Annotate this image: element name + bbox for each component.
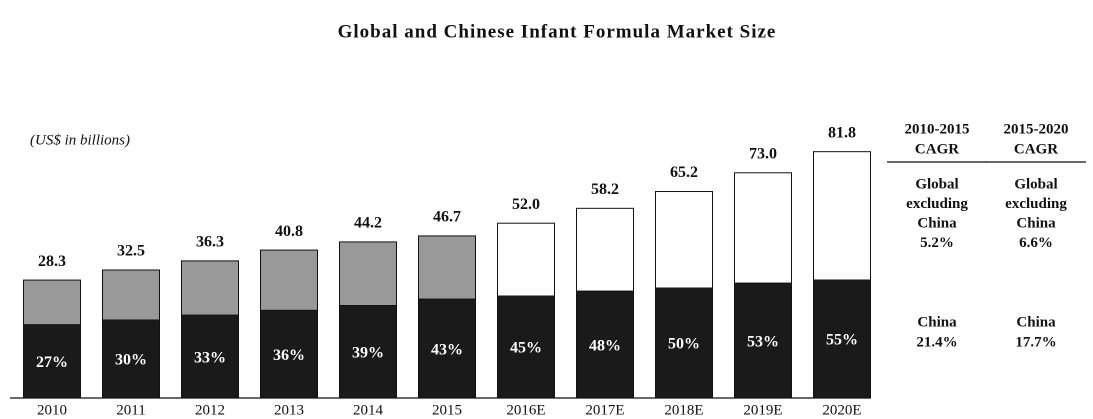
cagr-header: CAGR	[1014, 141, 1058, 157]
cagr-global: China	[917, 215, 957, 231]
bar-rest	[813, 151, 871, 281]
share-label: 33%	[194, 349, 226, 366]
bar-rest	[734, 172, 792, 284]
bar-china	[734, 282, 792, 399]
bar-china	[576, 290, 634, 399]
share-label: 55%	[826, 332, 858, 349]
share-label: 43%	[431, 341, 463, 358]
bar-china	[418, 298, 476, 399]
total-label: 81.8	[828, 124, 856, 141]
cagr-global: excluding	[906, 196, 968, 212]
bar-china	[655, 287, 713, 399]
bar-china	[260, 309, 318, 399]
share-label: 48%	[589, 337, 621, 354]
bar-china	[181, 314, 239, 399]
bar-rest	[418, 235, 476, 300]
bar-rest	[576, 207, 634, 292]
x-tick-label: 2010	[37, 402, 67, 418]
cagr-header: 2010-2015	[905, 121, 970, 137]
cagr-header: 2015-2020	[1004, 121, 1069, 137]
total-label: 46.7	[433, 209, 461, 226]
total-label: 58.2	[591, 181, 619, 198]
bar-china	[339, 305, 397, 399]
total-label: 40.8	[275, 223, 303, 240]
chart-title: Global and Chinese Infant Formula Market…	[338, 21, 777, 42]
cagr-global: Global	[1014, 176, 1057, 192]
total-label: 28.3	[38, 253, 66, 270]
x-tick-label: 2015	[432, 402, 462, 418]
bar-rest	[23, 279, 81, 326]
cagr-china: China	[1016, 314, 1056, 330]
cagr-header: CAGR	[915, 141, 959, 157]
x-tick-label: 2016E	[506, 402, 545, 418]
x-tick-label: 2018E	[664, 402, 703, 418]
cagr-global: Global	[915, 176, 958, 192]
total-label: 44.2	[354, 215, 382, 232]
bar-rest	[497, 222, 555, 297]
share-label: 39%	[352, 344, 384, 361]
total-label: 36.3	[196, 234, 224, 251]
share-label: 30%	[115, 352, 147, 369]
x-tick-label: 2014	[353, 402, 384, 418]
bar-china	[813, 279, 871, 399]
cagr-china: 17.7%	[1015, 334, 1056, 350]
bar-china	[102, 319, 160, 399]
share-label: 45%	[510, 340, 542, 357]
cagr-global: 5.2%	[920, 235, 954, 251]
x-tick-label: 2020E	[822, 402, 861, 418]
cagr-global: China	[1016, 215, 1056, 231]
cagr-global: excluding	[1005, 196, 1067, 212]
x-tick-label: 2017E	[585, 402, 624, 418]
total-label: 65.2	[670, 164, 698, 181]
bar-rest	[181, 260, 239, 316]
share-label: 27%	[36, 354, 68, 371]
x-tick-label: 2013	[274, 402, 304, 418]
cagr-china: 21.4%	[916, 334, 957, 350]
share-label: 53%	[747, 333, 779, 350]
x-tick-label: 2011	[116, 402, 145, 418]
bar-rest	[260, 249, 318, 311]
bar-rest	[339, 241, 397, 307]
total-label: 73.0	[749, 145, 777, 162]
bar-rest	[655, 191, 713, 289]
total-label: 52.0	[512, 196, 540, 213]
bar-china	[497, 295, 555, 399]
total-label: 32.5	[117, 243, 145, 260]
subtitle: (US$ in billions)	[30, 132, 130, 148]
x-tick-label: 2012	[195, 402, 225, 418]
share-label: 50%	[668, 336, 700, 353]
cagr-china: China	[917, 314, 957, 330]
bar-china	[23, 324, 81, 399]
cagr-global: 6.6%	[1019, 235, 1053, 251]
share-label: 36%	[273, 347, 305, 364]
bar-rest	[102, 269, 160, 321]
x-tick-label: 2019E	[743, 402, 782, 418]
